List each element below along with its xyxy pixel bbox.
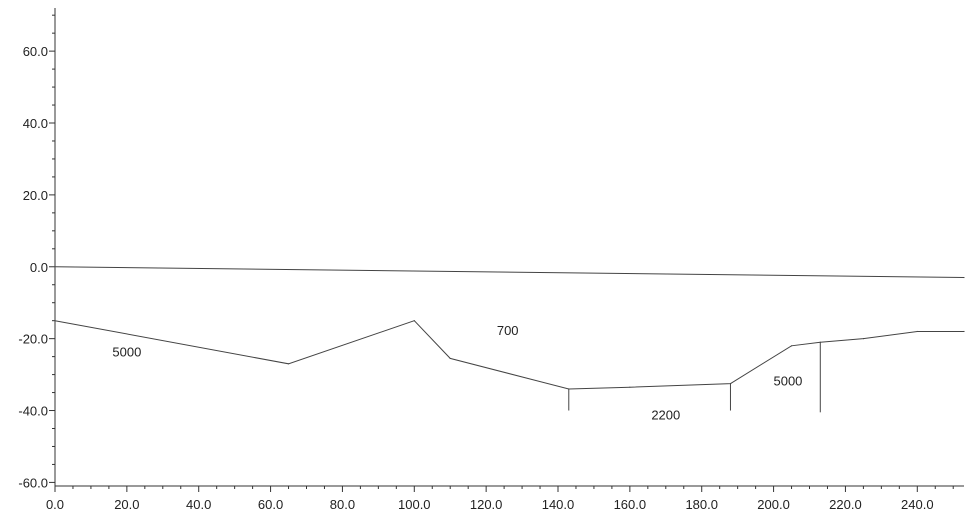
profile-point [413, 320, 415, 322]
x-tick-label: 0.0 [46, 497, 64, 512]
surface-point [54, 266, 56, 268]
x-tick-label: 140.0 [542, 497, 575, 512]
zone-annotation: 5000 [773, 373, 802, 388]
profile-point [862, 338, 864, 340]
surface-point [963, 276, 965, 279]
profile-point [449, 357, 451, 360]
x-tick-label: 60.0 [258, 497, 283, 512]
x-tick-label: 40.0 [186, 497, 211, 512]
profile-point [963, 330, 965, 333]
y-tick-label: -40.0 [18, 404, 48, 419]
y-tick-label: 20.0 [23, 188, 48, 203]
profile-point [287, 363, 290, 365]
profile-point [629, 386, 631, 388]
x-tick-label: 120.0 [470, 497, 503, 512]
y-tick-label: 40.0 [23, 116, 48, 131]
surface-line [54, 266, 965, 278]
x-tick-label: 20.0 [114, 497, 139, 512]
profile-point [54, 320, 56, 322]
y-tick-label: -20.0 [18, 332, 48, 347]
x-tick-label: 80.0 [330, 497, 355, 512]
profile-point [790, 345, 793, 347]
bottom-profile-line [54, 320, 964, 390]
y-tick-label: -60.0 [18, 475, 48, 490]
x-tick-label: 200.0 [757, 497, 790, 512]
x-tick-label: 240.0 [901, 497, 934, 512]
x-tick-label: 100.0 [398, 497, 431, 512]
profile-point [916, 330, 918, 333]
x-tick-label: 180.0 [685, 497, 718, 512]
x-tick-label: 220.0 [829, 497, 862, 512]
zone-annotation: 5000 [112, 345, 141, 360]
y-tick-label: 0.0 [30, 260, 48, 275]
zone-annotation: 2200 [651, 408, 680, 423]
zone-annotation: 700 [497, 323, 519, 338]
y-tick-label: 60.0 [23, 44, 48, 59]
x-tick-label: 160.0 [614, 497, 647, 512]
